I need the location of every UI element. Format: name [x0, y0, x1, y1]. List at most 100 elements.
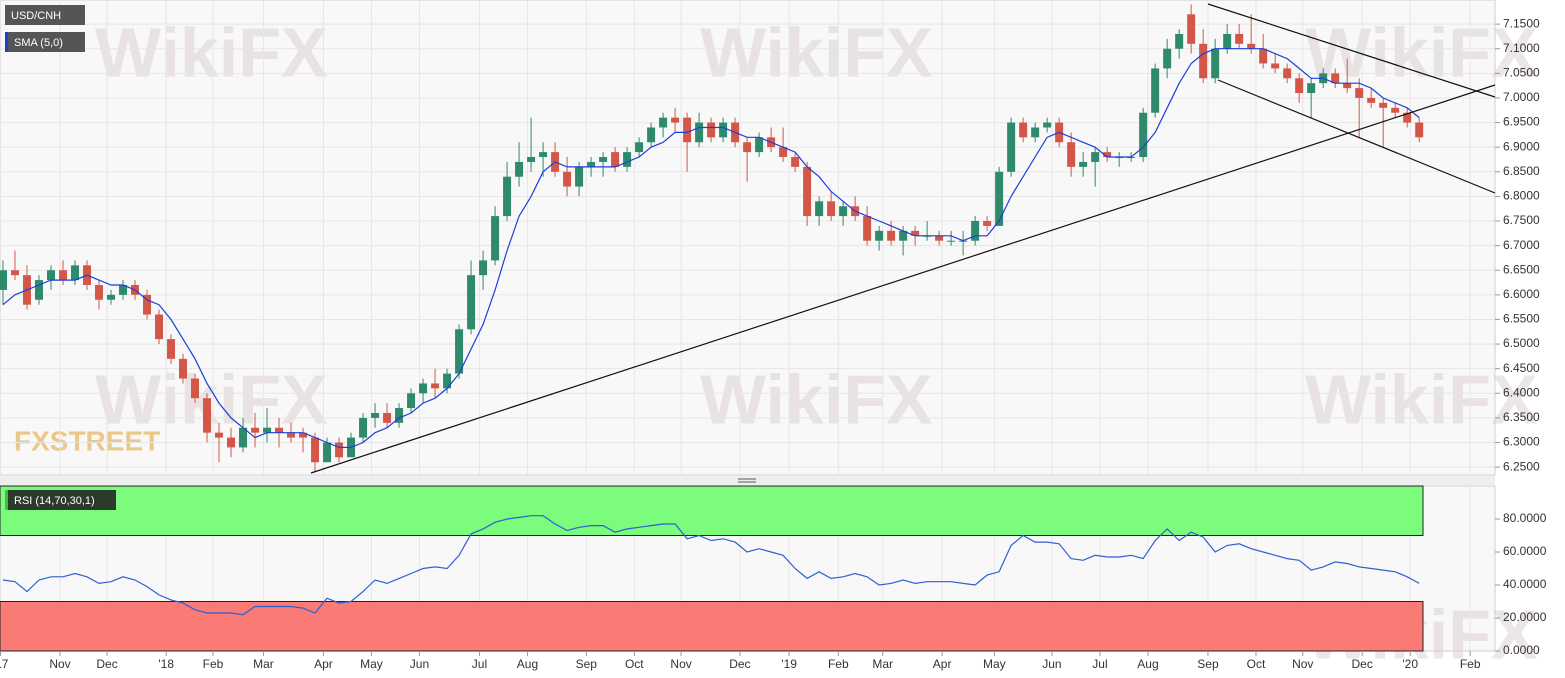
candle-body [1223, 33, 1232, 49]
rsi-zones [0, 485, 1424, 652]
candle-body [803, 166, 812, 217]
rsi-swatch [5, 490, 8, 510]
x-tick-label: Dec [1352, 657, 1373, 671]
candle-body [191, 378, 200, 399]
candle-body [1007, 122, 1016, 172]
candle-body [251, 427, 260, 433]
watermark: WikiFX [1305, 360, 1538, 438]
candle-body [995, 171, 1004, 226]
y-tick-label: 6.5000 [1503, 336, 1540, 350]
axes: 6.2500 6.3000 6.3500 6.4000 6.4500 6.5000 6.55… [0, 16, 1547, 671]
candle-body [203, 398, 212, 433]
candle-body [383, 412, 392, 423]
candle-body [1343, 83, 1352, 89]
splitter[interactable] [0, 476, 1495, 485]
x-tick-label: Aug [517, 657, 538, 671]
candle-body [407, 393, 416, 409]
symbol-label: USD/CNH [11, 10, 61, 22]
marks [0, 4, 1424, 616]
sma-label: SMA (5,0) [14, 37, 63, 49]
sma-swatch [5, 32, 8, 52]
candle-body [1235, 33, 1244, 44]
rsi-box [5, 490, 116, 510]
x-tick-label: '17 [0, 657, 9, 671]
candle-body [875, 230, 884, 241]
x-tick-label: Feb [828, 657, 849, 671]
y-tick-label: 6.8000 [1503, 189, 1540, 203]
watermark: WikiFX [1305, 13, 1538, 91]
y-tick-label: 6.8500 [1503, 164, 1540, 178]
x-tick-label: Sep [1197, 657, 1219, 671]
x-tick-label: Oct [1247, 657, 1266, 671]
x-tick-label: Feb [1460, 657, 1481, 671]
candle-body [1271, 63, 1280, 69]
candle-body [455, 329, 464, 374]
candle-body [647, 127, 656, 143]
candle-body [599, 157, 608, 162]
x-tick-label: '20 [1402, 657, 1418, 671]
candle-body [539, 152, 548, 158]
candle-body [35, 280, 44, 300]
y-tick-label: 6.7000 [1503, 238, 1540, 252]
candle-body [335, 442, 344, 458]
candle-body [755, 137, 764, 153]
watermark: WikiFX [95, 360, 328, 438]
candle-body [1031, 127, 1040, 138]
x-tick-label: Nov [1292, 657, 1313, 671]
channel-bottom [1217, 79, 1496, 194]
y-tick-label: 6.7500 [1503, 213, 1540, 227]
candle-body [215, 432, 224, 438]
x-tick-label: Jun [410, 657, 429, 671]
x-tick-label: Apr [314, 657, 333, 671]
candle-body [419, 383, 428, 394]
candle-body [1355, 88, 1364, 98]
price-panel [0, 0, 1496, 476]
candle-body [443, 373, 452, 389]
candle-body [395, 408, 404, 423]
candle-body [119, 285, 128, 295]
x-tick-label: Jul [472, 657, 487, 671]
candle-body [887, 230, 896, 241]
x-tick-label: Dec [96, 657, 117, 671]
candle-body [491, 216, 500, 261]
x-tick-label: Feb [203, 657, 224, 671]
candle-body [311, 437, 320, 463]
candle-body [71, 265, 80, 281]
watermark: WikiFX [95, 13, 328, 91]
y-tick-label: 6.4000 [1503, 385, 1540, 399]
candle-body [971, 221, 980, 241]
candle-body [143, 294, 152, 315]
candle-body [323, 442, 332, 463]
candle-body [239, 427, 248, 448]
candle-body [683, 117, 692, 143]
candle-body [11, 270, 20, 276]
candle-body [863, 216, 872, 241]
x-tick-label: Apr [933, 657, 952, 671]
candle-body [635, 142, 644, 153]
candle-body [899, 230, 908, 241]
candle-body [227, 437, 236, 448]
x-tick-label: Nov [49, 657, 70, 671]
x-tick-label: '18 [158, 657, 174, 671]
y-tick-label: 0.0000 [1503, 643, 1540, 657]
y-tick-label: 6.9500 [1503, 115, 1540, 129]
candle-body [503, 176, 512, 217]
candle-body [1211, 48, 1220, 79]
candle-body [719, 122, 728, 138]
x-tick-label: Mar [872, 657, 893, 671]
x-tick-label: Nov [670, 657, 691, 671]
channel-top [1207, 3, 1496, 98]
candle-body [515, 161, 524, 177]
candle-body [263, 427, 272, 433]
y-tick-label: 40.0000 [1503, 577, 1547, 591]
x-tick-label: Sep [576, 657, 598, 671]
candle-body [791, 157, 800, 167]
y-tick-label: 60.0000 [1503, 544, 1547, 558]
candle-body [1103, 152, 1112, 158]
candle-body [359, 417, 368, 438]
candle-body [611, 152, 620, 167]
x-tick-label: May [983, 657, 1006, 671]
y-tick-label: 7.1000 [1503, 41, 1540, 55]
candle-body [911, 230, 920, 236]
